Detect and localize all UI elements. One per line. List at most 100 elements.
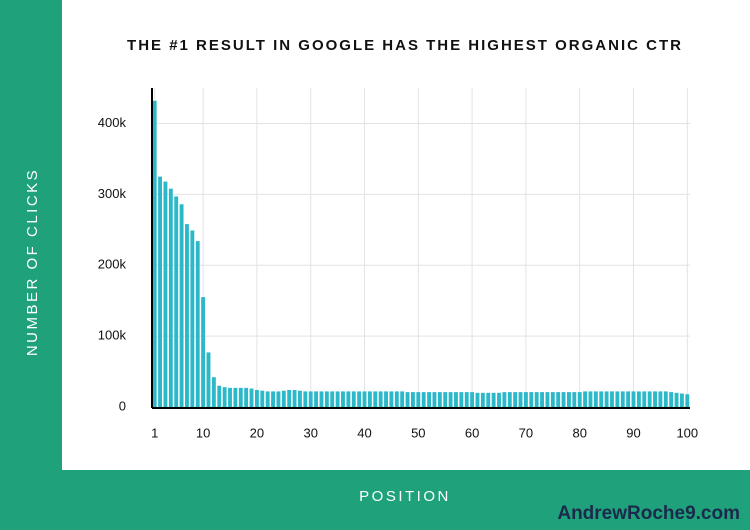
bar [443,392,448,407]
bar [427,392,432,407]
bar [669,392,674,407]
y-tick-label: 200k [98,257,127,272]
bar [373,391,378,407]
bar [491,392,496,407]
x-tick-label: 20 [250,425,264,440]
bar [626,391,631,407]
bar [324,391,329,407]
bar [550,392,555,407]
x-tick-label: 30 [303,425,317,440]
bar [475,392,480,407]
bar [529,392,534,407]
x-tick-label: 10 [196,425,210,440]
bar [217,385,222,407]
bar [588,391,593,407]
bar [228,387,232,407]
bar [319,391,324,407]
bar [174,196,179,407]
bar [303,391,308,407]
bar [636,391,641,407]
watermark: AndrewRoche9.com [557,503,740,524]
bar [389,391,394,407]
bar [292,389,297,407]
bar [658,391,663,407]
bar [405,392,410,407]
y-axis-label: NUMBER OF CLICKS [24,168,41,356]
bar [163,181,168,407]
bar [314,391,319,407]
bar [497,392,501,407]
bar [357,391,362,407]
bar [572,392,577,407]
bar [513,392,518,407]
bar [567,392,571,407]
bar [556,392,561,407]
bar [432,392,437,407]
bar [421,392,426,407]
bar [674,392,679,407]
bar [486,392,491,407]
bar [201,297,206,407]
chart-title: THE #1 RESULT IN GOOGLE HAS THE HIGHEST … [127,37,683,54]
bar [679,393,684,407]
bar [179,204,184,407]
bar [265,391,270,407]
bar [545,392,550,407]
bar [335,391,340,407]
bar [378,391,383,407]
bar [346,391,351,407]
bar [647,391,652,407]
bar [281,390,286,407]
bar [480,392,485,407]
bar [437,392,442,407]
bar [233,387,238,407]
bar [518,392,523,407]
bar [470,392,475,407]
bar [685,394,690,407]
bar [158,176,163,407]
x-tick-label: 1 [151,425,158,440]
bar [362,391,367,407]
bar [254,389,259,407]
bar [341,391,345,407]
bar [663,391,668,407]
y-tick-label: 100k [98,328,127,343]
bar [351,391,356,407]
bar [454,392,458,407]
bar [249,388,254,407]
bar [540,392,544,407]
bar [287,389,292,407]
bar [190,230,195,407]
bar [448,392,453,407]
y-tick-label: 300k [98,186,127,201]
bar [604,391,609,407]
bar [238,387,243,407]
x-tick-label: 40 [357,425,371,440]
bar [298,390,302,407]
plot-area: 0 100k 200k 300k 400k 1 10 20 30 40 50 60 70 80 90 100 [98,88,698,440]
bar [631,391,636,407]
x-axis-label: POSITION [359,488,451,505]
bar [642,391,647,407]
bar [276,391,281,407]
bar [222,387,227,407]
bar [330,391,335,407]
bar [367,391,372,407]
bar [593,391,598,407]
bar [615,391,620,407]
bar [523,392,528,407]
bar [416,392,421,407]
bar [599,391,604,407]
bar [583,391,588,407]
bar [534,392,539,407]
x-tick-label: 50 [411,425,425,440]
y-tick-label: 0 [119,398,126,413]
bar [211,377,216,407]
bar [152,100,157,407]
bar [561,392,566,407]
x-tick-label: 70 [519,425,533,440]
bar [244,387,249,407]
bar [459,392,464,407]
y-tick-label: 400k [98,115,127,130]
